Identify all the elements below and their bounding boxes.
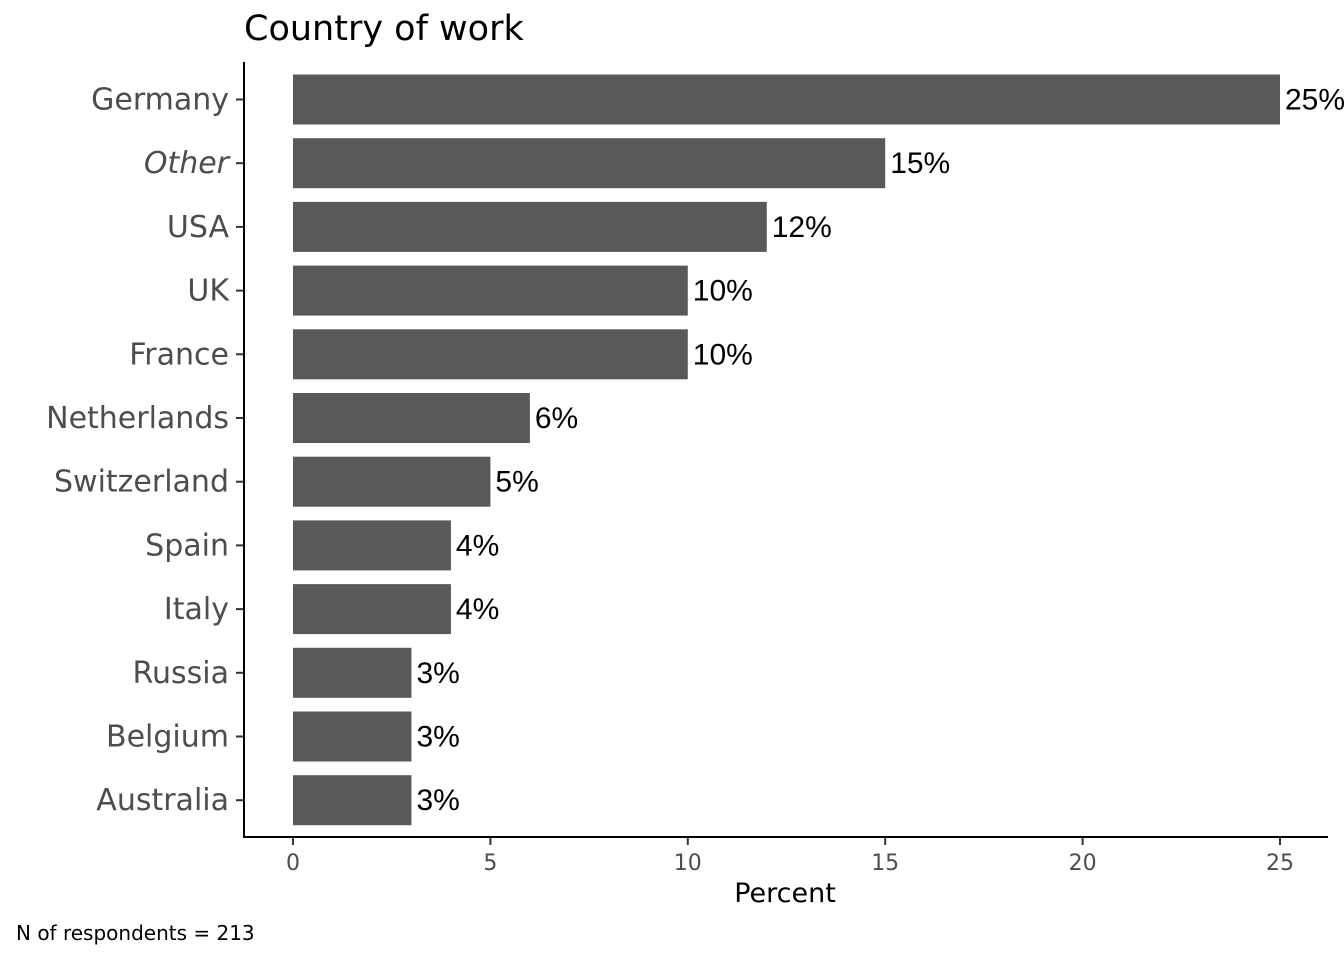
y-tick-label: Other <box>144 146 231 181</box>
y-tick-label: Switzerland <box>54 465 229 500</box>
x-tick-label: 5 <box>483 851 497 876</box>
x-tick-label: 15 <box>871 851 899 876</box>
x-axis-ticks: 0 5 10 15 20 25 <box>286 837 1294 876</box>
bar-spain <box>293 520 451 571</box>
data-label: 4% <box>456 593 499 626</box>
bar-usa <box>293 201 767 252</box>
bar-germany <box>293 74 1280 125</box>
y-tick-label: Italy <box>164 592 229 627</box>
x-tick-label: 25 <box>1266 851 1294 876</box>
bar-australia <box>293 775 412 826</box>
y-tick-label: Belgium <box>106 720 229 755</box>
data-label: 3% <box>416 784 459 817</box>
bar-other <box>293 138 886 189</box>
y-tick-label: France <box>129 337 229 372</box>
data-label: 4% <box>456 529 499 562</box>
data-label: 3% <box>416 721 459 754</box>
x-tick-label: 10 <box>674 851 702 876</box>
data-label: 15% <box>890 147 950 180</box>
x-tick-label: 0 <box>286 851 300 876</box>
caption: N of respondents = 213 <box>16 921 255 945</box>
bar-russia <box>293 647 412 698</box>
y-tick-label: Australia <box>96 783 229 818</box>
y-tick-label: USA <box>167 210 230 245</box>
data-label: 6% <box>535 402 578 435</box>
bar-belgium <box>293 711 412 762</box>
x-tick-label: 20 <box>1069 851 1097 876</box>
y-tick-label: Netherlands <box>46 401 229 436</box>
data-label: 12% <box>772 211 832 244</box>
y-axis-ticks: Germany Other USA UK France Netherlands Switze… <box>46 83 244 818</box>
data-label: 25% <box>1285 84 1344 117</box>
bar-uk <box>293 265 688 316</box>
data-label: 5% <box>495 466 538 499</box>
y-tick-label: Germany <box>91 83 229 118</box>
bar-switzerland <box>293 456 491 507</box>
bar-france <box>293 329 688 380</box>
bars-group: 25% 15% 12% 10% 10% 6% 5% 4% 4% 3% 3% 3% <box>293 74 1344 826</box>
x-axis-title: Percent <box>734 878 836 909</box>
bar-netherlands <box>293 393 530 443</box>
chart-title: Country of work <box>244 9 524 49</box>
y-tick-label: UK <box>187 274 230 309</box>
data-label: 3% <box>416 657 459 690</box>
y-tick-label: Spain <box>145 528 229 563</box>
y-tick-label: Russia <box>133 656 230 691</box>
bar-italy <box>293 584 451 635</box>
data-label: 10% <box>693 338 753 371</box>
data-label: 10% <box>693 275 753 308</box>
